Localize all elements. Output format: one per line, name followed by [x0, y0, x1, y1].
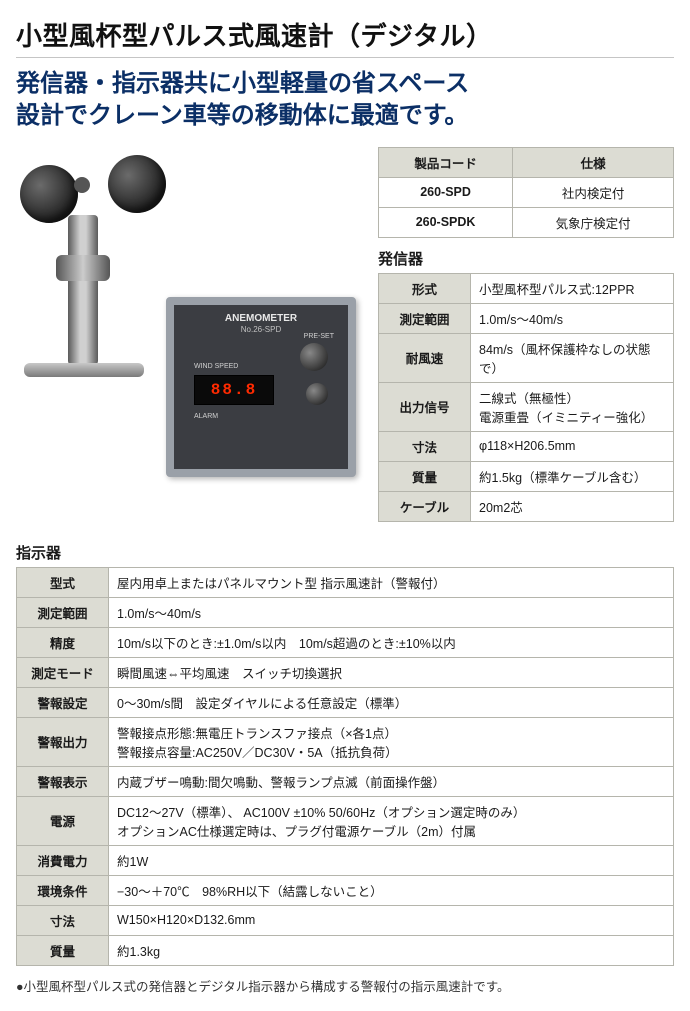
spec-label: 耐風速 [379, 333, 471, 382]
spec-value: 二線式（無極性）電源重畳（イミニティー強化） [471, 382, 674, 431]
product-spec-cell: 社内検定付 [513, 177, 674, 207]
spec-label: 型式 [17, 567, 109, 597]
subtitle-line2: 設計でクレーン車等の移動体に最適です。 [16, 102, 468, 129]
spec-value: 屋内用卓上またはパネルマウント型 指示風速計（警報付） [109, 567, 674, 597]
spec-value: 警報接点形態:無電圧トランスファ接点（×各1点）警報接点容量:AC250V／DC… [109, 717, 674, 766]
spec-label: 精度 [17, 627, 109, 657]
page-title: 小型風杯型パルス式風速計（デジタル） [16, 16, 674, 53]
spec-value: 小型風杯型パルス式:12PPR [471, 273, 674, 303]
spec-value: 0～30m/s間 設定ダイヤルによる任意設定（標準） [109, 687, 674, 717]
right-column: 製品コード 仕様 260-SPD社内検定付260-SPDK気象庁検定付 発信器 … [378, 147, 674, 532]
spec-value: 約1.3kg [109, 935, 674, 965]
preset-label: PRE-SET [304, 333, 334, 340]
spec-label: 質量 [379, 461, 471, 491]
meter-illustration: ANEMOMETER No.26-SPD PRE-SET WIND SPEED … [166, 297, 356, 477]
spec-label: 環境条件 [17, 875, 109, 905]
th-spec: 仕様 [513, 147, 674, 177]
spec-value: 1.0m/s～40m/s [471, 303, 674, 333]
spec-label: 測定範囲 [379, 303, 471, 333]
spec-label: 形式 [379, 273, 471, 303]
led-display: 88.8 [194, 375, 274, 405]
spec-label: 電源 [17, 796, 109, 845]
spec-value: 10m/s以下のとき:±1.0m/s以内 10m/s超過のとき:±10%以内 [109, 627, 674, 657]
cup-icon [20, 165, 78, 223]
alarm-label: ALARM [194, 413, 218, 420]
top-row: ANEMOMETER No.26-SPD PRE-SET WIND SPEED … [16, 147, 674, 532]
spec-label: 質量 [17, 935, 109, 965]
spec-value: DC12～27V（標準）、 AC100V ±10% 50/60Hz（オプション選… [109, 796, 674, 845]
spec-label: 寸法 [17, 905, 109, 935]
spec-value: φ118×H206.5mm [471, 431, 674, 461]
th-product-code: 製品コード [379, 147, 513, 177]
spec-label: 消費電力 [17, 845, 109, 875]
spec-value: 内蔵ブザー鳴動:間欠鳴動、警報ランプ点滅（前面操作盤） [109, 766, 674, 796]
spec-label: 出力信号 [379, 382, 471, 431]
spec-value: 84m/s（風杯保護枠なしの状態で） [471, 333, 674, 382]
title-rule [16, 57, 674, 58]
indicator-table: 型式屋内用卓上またはパネルマウント型 指示風速計（警報付）測定範囲1.0m/s～… [16, 567, 674, 966]
footnote: ●小型風杯型パルス式の発信器とデジタル指示器から構成する警報付の指示風速計です。 [16, 976, 674, 995]
subtitle: 発信器・指示器共に小型軽量の省スペース 設計でクレーン車等の移動体に最適です。 [16, 68, 674, 133]
spec-label: 警報設定 [17, 687, 109, 717]
spec-value: 約1W [109, 845, 674, 875]
product-code-table: 製品コード 仕様 260-SPD社内検定付260-SPDK気象庁検定付 [378, 147, 674, 238]
knob-icon [306, 383, 328, 405]
spec-value: 1.0m/s～40m/s [109, 597, 674, 627]
spec-label: 測定モード [17, 657, 109, 687]
product-spec-cell: 気象庁検定付 [513, 207, 674, 237]
subtitle-line1: 発信器・指示器共に小型軽量の省スペース [16, 70, 469, 97]
transmitter-heading: 発信器 [378, 248, 674, 269]
spec-value: 瞬間風速⇔平均風速 スイッチ切換選択 [109, 657, 674, 687]
knob-icon [300, 343, 328, 371]
spec-value: 20m2芯 [471, 491, 674, 521]
cup-icon [108, 155, 166, 213]
meter-name-label: ANEMOMETER [174, 313, 348, 324]
product-code-cell: 260-SPDK [379, 207, 513, 237]
product-code-cell: 260-SPD [379, 177, 513, 207]
indicator-section: 指示器 型式屋内用卓上またはパネルマウント型 指示風速計（警報付）測定範囲1.0… [16, 542, 674, 966]
spec-label: 警報表示 [17, 766, 109, 796]
indicator-heading: 指示器 [16, 542, 674, 563]
hub-icon [74, 177, 90, 193]
base-plate-icon [24, 363, 144, 377]
spec-value: 約1.5kg（標準ケーブル含む） [471, 461, 674, 491]
spec-label: 寸法 [379, 431, 471, 461]
spec-label: ケーブル [379, 491, 471, 521]
transmitter-table: 形式小型風杯型パルス式:12PPR測定範囲1.0m/s～40m/s耐風速84m/… [378, 273, 674, 522]
spec-value: −30～＋70℃ 98%RH以下（結露しないこと） [109, 875, 674, 905]
spec-label: 測定範囲 [17, 597, 109, 627]
spec-value: W150×H120×D132.6mm [109, 905, 674, 935]
wind-speed-label: WIND SPEED [194, 363, 238, 370]
stem-icon [68, 215, 98, 365]
anemometer-illustration [20, 155, 180, 475]
product-visual: ANEMOMETER No.26-SPD PRE-SET WIND SPEED … [16, 147, 366, 487]
collar-icon [56, 255, 110, 281]
spec-label: 警報出力 [17, 717, 109, 766]
